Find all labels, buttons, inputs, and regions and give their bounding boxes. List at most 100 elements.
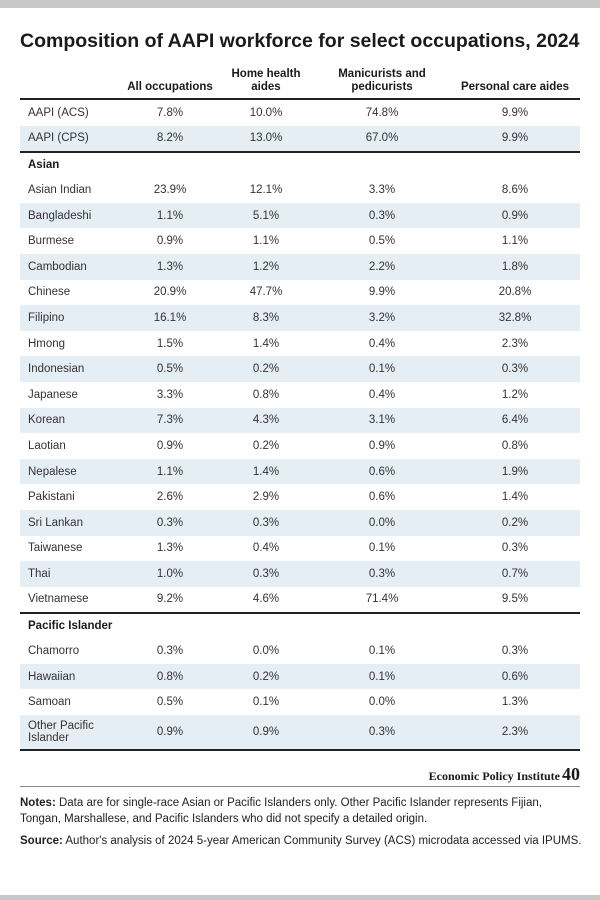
table-row: Samoan 0.5% 0.1% 0.0% 1.3%	[20, 689, 580, 715]
row-label: Korean	[20, 407, 122, 434]
table-cell: 0.2%	[218, 356, 314, 382]
bottom-border-bar	[0, 895, 600, 900]
notes-label: Notes:	[20, 797, 56, 809]
table-cell: 0.6%	[450, 663, 580, 690]
table-row: Bangladeshi 1.1% 5.1% 0.3% 0.9%	[20, 202, 580, 229]
table-cell: 1.8%	[450, 253, 580, 280]
table-cell: 0.9%	[368, 439, 396, 452]
table-cell: 0.3%	[501, 645, 529, 658]
row-label: AAPI (CPS)	[20, 125, 122, 153]
data-table: All occupations Home health aides Manicu…	[20, 62, 580, 752]
table-cell: 47.7%	[249, 286, 283, 299]
table-row: Indonesian 0.5% 0.2% 0.1% 0.3%	[20, 356, 580, 382]
table-row: Filipino 16.1% 8.3% 3.2% 32.8%	[20, 305, 580, 331]
table-row: Chinese 20.9% 47.7% 9.9% 20.8%	[20, 280, 580, 306]
table-cell: 0.3%	[450, 356, 580, 382]
table-cell: 1.2%	[218, 253, 314, 280]
table-cell: 0.3%	[218, 561, 314, 587]
table-row: Hawaiian 0.8% 0.2% 0.1% 0.6%	[20, 663, 580, 690]
table-cell: 1.9%	[450, 458, 580, 485]
table-row: Sri Lankan 0.3% 0.3% 0.0% 0.2%	[20, 509, 580, 536]
table-cell: 3.2%	[314, 305, 450, 331]
table-cell: 0.5%	[156, 696, 184, 709]
epi-logo: Economic Policy Institute 40	[429, 764, 580, 785]
table-cell: 1.2%	[501, 388, 529, 401]
row-label: Vietnamese	[28, 593, 89, 606]
table-cell: 2.6%	[156, 491, 184, 504]
table-cell: 1.1%	[252, 235, 280, 248]
table-cell: 10.0%	[249, 106, 283, 119]
table-cell: 23.9%	[153, 183, 187, 196]
table-cell: 0.7%	[450, 561, 580, 587]
table-cell: 0.9%	[156, 235, 184, 248]
notes-block: Notes: Data are for single-race Asian or…	[20, 795, 585, 855]
table-row: Vietnamese 9.2% 4.6% 71.4% 9.5%	[20, 587, 580, 614]
table-cell: 0.3%	[314, 561, 450, 587]
table-cell: 1.4%	[501, 491, 529, 504]
row-label: Cambodian	[20, 253, 122, 280]
table-cell: 1.4%	[218, 458, 314, 485]
table-cell: 9.2%	[156, 593, 184, 606]
table-cell: 71.4%	[365, 593, 399, 606]
logo-anniversary: 40	[562, 764, 580, 784]
column-header: Home health aides	[231, 68, 301, 93]
table-cell: 32.8%	[450, 305, 580, 331]
table-row: Hmong 1.5% 1.4% 0.4% 2.3%	[20, 331, 580, 357]
table-cell: 7.3%	[122, 407, 218, 434]
table-cell: 9.9%	[368, 286, 396, 299]
table-cell: 0.9%	[218, 715, 314, 752]
table-cell: 0.1%	[368, 542, 396, 555]
table-cell: 1.5%	[156, 337, 184, 350]
column-header: Personal care aides	[460, 81, 570, 93]
table-cell: 2.9%	[252, 491, 280, 504]
notes-text: Data are for single-race Asian or Pacifi…	[20, 797, 542, 825]
table-cell: 3.3%	[368, 183, 396, 196]
table-cell: 1.0%	[122, 561, 218, 587]
logo-name: Economic Policy Institute	[428, 769, 560, 783]
table-row: Cambodian 1.3% 1.2% 2.2% 1.8%	[20, 253, 580, 280]
row-label: Indonesian	[20, 356, 122, 382]
row-label: Burmese	[28, 235, 75, 248]
row-label: Nepalese	[20, 458, 122, 485]
table-row: Korean 7.3% 4.3% 3.1% 6.4%	[20, 407, 580, 434]
table-cell: 1.3%	[122, 253, 218, 280]
table-cell: 0.1%	[368, 645, 396, 658]
table-cell: 16.1%	[122, 305, 218, 331]
source-text: Author's analysis of 2024 5-year America…	[62, 835, 582, 847]
row-label: Samoan	[28, 696, 71, 709]
notes-paragraph: Notes: Data are for single-race Asian or…	[20, 795, 585, 827]
table-cell: 0.0%	[252, 645, 280, 658]
section-header-row: Asian	[20, 151, 580, 178]
source-label: Source:	[20, 835, 63, 847]
row-label: Other Pacific Islander	[20, 715, 122, 752]
table-cell: 2.2%	[314, 253, 450, 280]
table-cell: 0.9%	[122, 715, 218, 752]
row-header-cell	[20, 62, 122, 99]
table-row: Chamorro 0.3% 0.0% 0.1% 0.3%	[20, 638, 580, 664]
table-row: Nepalese 1.1% 1.4% 0.6% 1.9%	[20, 458, 580, 485]
table-cell: 0.2%	[252, 439, 280, 452]
table-row: AAPI (ACS) 7.8% 10.0% 74.8% 9.9%	[20, 99, 580, 126]
table-cell: 20.9%	[153, 286, 187, 299]
table-cell: 1.3%	[501, 696, 529, 709]
source-paragraph: Source: Author's analysis of 2024 5-year…	[20, 833, 585, 849]
table-cell: 1.1%	[501, 235, 529, 248]
table-cell: 0.3%	[122, 509, 218, 536]
row-label: Pakistani	[28, 491, 75, 504]
row-label: Thai	[20, 561, 122, 587]
table-row: AAPI (CPS) 8.2% 13.0% 67.0% 9.9%	[20, 125, 580, 153]
row-label: Asian Indian	[28, 183, 92, 196]
table-cell: 0.9%	[156, 439, 184, 452]
row-label: Hmong	[28, 337, 66, 350]
table-row: Other Pacific Islander 0.9% 0.9% 0.3% 2.3%	[20, 715, 580, 752]
table-cell: 0.0%	[314, 509, 450, 536]
table-row: Laotian 0.9% 0.2% 0.9% 0.8%	[20, 433, 580, 459]
row-label: Taiwanese	[28, 542, 83, 555]
section-header-row: Pacific Islander	[20, 612, 580, 639]
page-title: Composition of AAPI workforce for select…	[20, 30, 580, 52]
table-row: Burmese 0.9% 1.1% 0.5% 1.1%	[20, 228, 580, 254]
table-cell: 1.3%	[156, 542, 184, 555]
table-cell: 9.9%	[501, 106, 529, 119]
table-cell: 0.0%	[368, 696, 396, 709]
table-cell: 9.5%	[501, 593, 529, 606]
